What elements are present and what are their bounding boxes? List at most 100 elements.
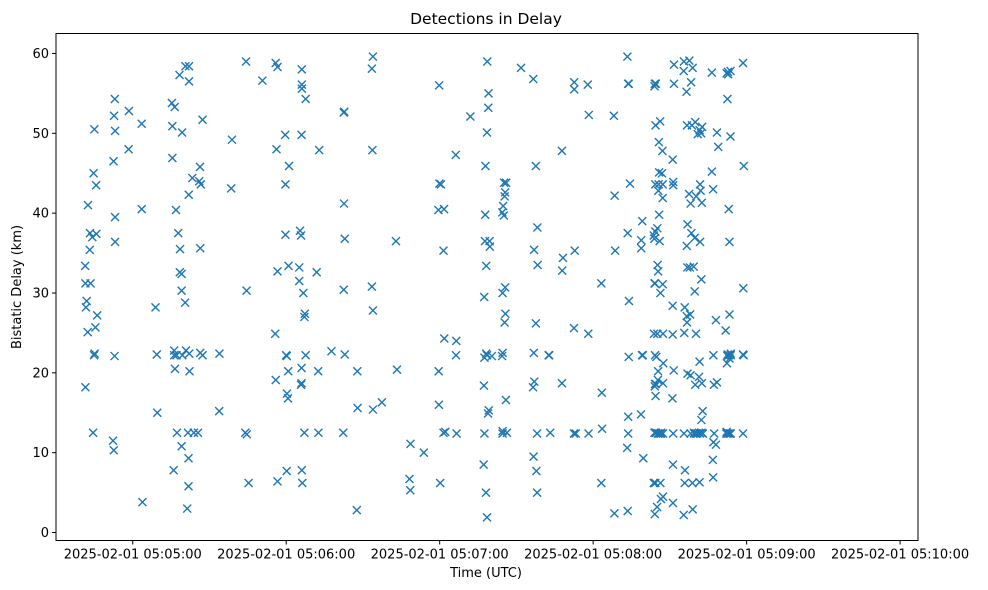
data-point (609, 111, 619, 121)
data-point (669, 365, 679, 375)
data-point (434, 400, 444, 410)
data-point (657, 168, 667, 178)
data-point (654, 210, 664, 220)
data-point (684, 56, 694, 66)
data-point (180, 298, 190, 308)
x-axis-label: Time (UTC) (449, 566, 522, 581)
data-point (171, 205, 181, 215)
data-point (697, 122, 707, 132)
data-point (688, 504, 698, 514)
x-tick-label: 2025-02-01 05:10:00 (831, 548, 969, 563)
data-point (298, 288, 308, 298)
data-point (610, 191, 620, 201)
data-point (668, 498, 678, 508)
data-point (391, 236, 401, 246)
data-point (299, 428, 309, 438)
data-point (636, 409, 646, 419)
data-point (314, 145, 324, 155)
plot-frame (55, 33, 919, 541)
data-point (708, 455, 718, 465)
data-point (299, 312, 309, 322)
data-point (722, 429, 732, 439)
data-point (483, 103, 493, 113)
data-point (195, 162, 205, 172)
data-point (91, 180, 101, 190)
data-point (726, 429, 736, 439)
data-point (569, 77, 579, 87)
data-point (668, 155, 678, 165)
data-point (722, 94, 732, 104)
data-point (487, 351, 497, 361)
data-point (177, 286, 187, 296)
data-point (280, 230, 290, 240)
data-point (479, 292, 489, 302)
data-point (283, 393, 293, 403)
data-point (529, 452, 539, 462)
data-point (653, 266, 663, 276)
data-point (499, 211, 509, 221)
data-point (301, 350, 311, 360)
data-point (690, 286, 700, 296)
data-point (340, 349, 350, 359)
data-point (624, 352, 634, 362)
data-point (532, 429, 542, 439)
data-point (451, 350, 461, 360)
data-point (650, 509, 660, 519)
data-point (695, 237, 705, 247)
data-point (557, 266, 567, 276)
data-point (668, 460, 678, 470)
data-point (650, 79, 660, 89)
data-point (353, 403, 363, 413)
data-point (284, 261, 294, 271)
y-axis-ticks: 0 10 20 30 40 50 60 (32, 47, 56, 541)
data-point (650, 81, 660, 91)
data-point (109, 445, 119, 455)
data-point (726, 350, 736, 360)
data-point (465, 112, 475, 122)
data-point (271, 144, 281, 154)
data-point (405, 485, 415, 495)
data-point (498, 348, 508, 358)
data-point (167, 121, 177, 131)
data-point (85, 245, 95, 255)
data-point (638, 453, 648, 463)
data-point (281, 350, 291, 360)
data-point (738, 58, 748, 68)
data-point (500, 318, 510, 328)
data-point (110, 126, 120, 136)
data-point (368, 405, 378, 415)
data-point (638, 350, 648, 360)
data-point (485, 242, 495, 252)
data-point (682, 318, 692, 328)
data-point (668, 330, 678, 340)
data-point (649, 329, 659, 339)
data-point (83, 327, 93, 337)
data-point (623, 412, 633, 422)
data-point (352, 505, 362, 515)
data-point (668, 429, 678, 439)
data-point (242, 429, 252, 439)
data-point (175, 244, 185, 254)
data-point (569, 323, 579, 333)
data-point (610, 246, 620, 256)
data-point (169, 465, 179, 475)
data-point (569, 429, 579, 439)
data-point (280, 130, 290, 140)
data-point (89, 350, 99, 360)
data-point (687, 478, 697, 488)
data-point (170, 102, 180, 112)
data-point (297, 363, 307, 373)
data-point (479, 429, 489, 439)
data-point (377, 397, 387, 407)
data-point (110, 237, 120, 247)
data-point (723, 429, 733, 439)
data-point (439, 204, 449, 214)
data-point (623, 506, 633, 516)
data-point (184, 349, 194, 359)
data-point (170, 364, 180, 374)
data-point (294, 262, 304, 272)
data-point (637, 216, 647, 226)
data-point (483, 409, 493, 419)
data-point (406, 439, 416, 449)
data-point (658, 429, 668, 439)
